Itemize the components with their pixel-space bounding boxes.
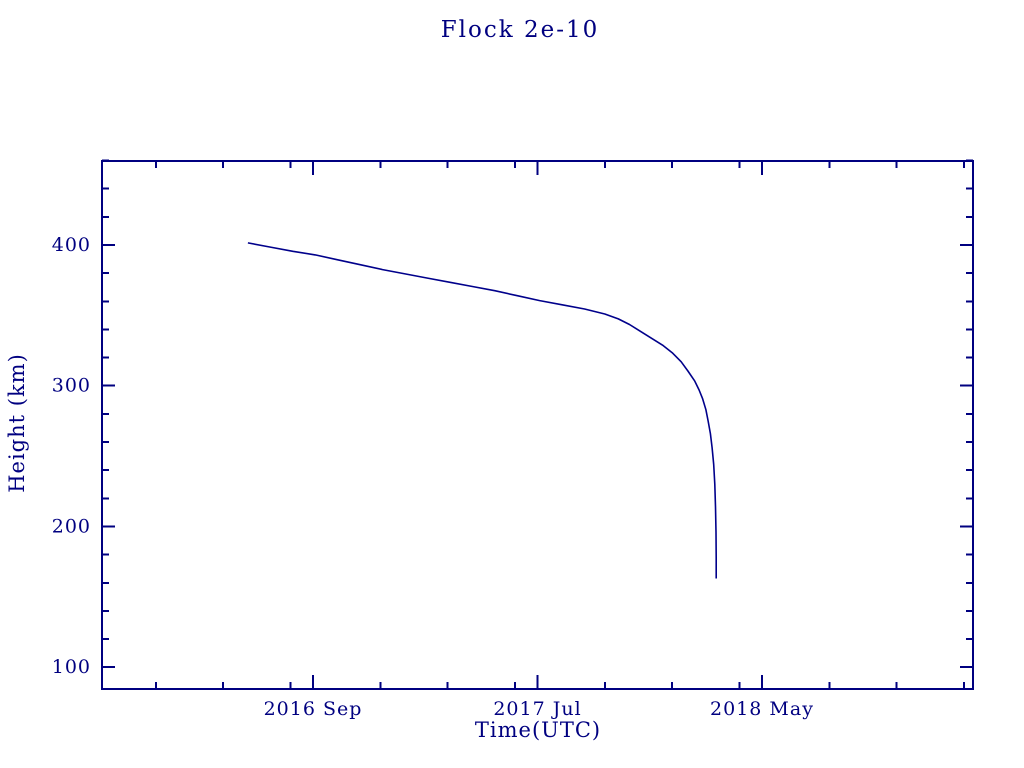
chart-title: Flock 2e-10: [440, 17, 600, 43]
y-tick-label: 400: [52, 234, 91, 256]
y-tick-label: 300: [52, 375, 91, 397]
x-tick-label: 2017 Jul: [493, 698, 581, 720]
x-tick-label: 2018 May: [710, 698, 814, 720]
y-tick-label: 100: [52, 656, 91, 678]
y-axis-label: Height (km): [5, 353, 29, 493]
x-tick-label: 2016 Sep: [264, 698, 363, 720]
height-curve: [247, 242, 718, 579]
x-axis-label: Time(UTC): [474, 718, 602, 742]
y-tick-label: 200: [52, 515, 91, 537]
axes-frame: [101, 160, 974, 690]
